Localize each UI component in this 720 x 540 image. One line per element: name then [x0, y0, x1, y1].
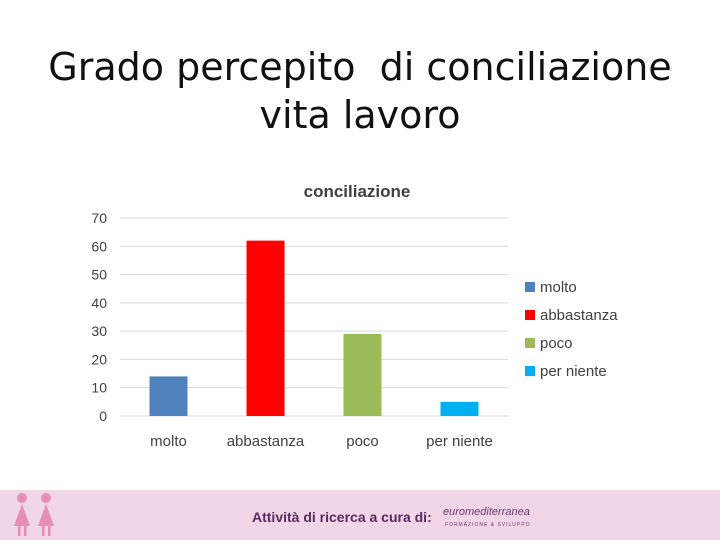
legend-swatch	[525, 282, 535, 292]
y-axis-ticks: 0 10 20 30 40 50 60 70	[91, 210, 107, 424]
slide-title-line-1: Grado percepito di conciliazione	[48, 45, 672, 90]
legend-swatch	[525, 366, 535, 376]
y-tick-label: 20	[91, 351, 107, 367]
y-tick-label: 30	[91, 323, 107, 339]
logo-subtitle: FORMAZIONE & SVILUPPO	[445, 522, 531, 528]
legend-swatch	[525, 338, 535, 348]
footer-banner	[0, 490, 720, 540]
chart-legend: molto abbastanza poco per niente	[525, 279, 618, 380]
slide-title-line-2: vita lavoro	[259, 93, 461, 138]
y-tick-label: 60	[91, 238, 107, 254]
y-tick-label: 40	[91, 295, 107, 311]
legend-swatch	[525, 310, 535, 320]
chart-title: conciliazione	[304, 182, 411, 201]
legend-label: molto	[540, 279, 577, 296]
legend-label: abbastanza	[540, 307, 618, 324]
bar-abbastanza	[246, 240, 285, 416]
chart-bars	[149, 240, 479, 416]
legend-label: poco	[540, 335, 573, 352]
x-axis-labels: molto abbastanza poco per niente	[150, 433, 493, 450]
footer-text: Attività di ricerca a cura di:	[252, 509, 432, 525]
y-tick-label: 50	[91, 267, 107, 283]
bar-per-niente	[440, 401, 479, 416]
bar-molto	[149, 376, 188, 416]
legend-label: per niente	[540, 363, 607, 380]
bar-chart: conciliazione 0 10 20 30 40 50 60 70 molto abbas…	[91, 182, 618, 450]
y-tick-label: 0	[99, 408, 107, 424]
slide-title: Grado percepito di conciliazione vita la…	[40, 43, 680, 139]
x-tick-label: poco	[346, 433, 379, 450]
x-tick-label: abbastanza	[227, 433, 305, 450]
bar-poco	[343, 333, 382, 416]
y-tick-label: 10	[91, 380, 107, 396]
x-tick-label: molto	[150, 433, 187, 450]
x-tick-label: per niente	[426, 433, 493, 450]
people-figures-icon	[14, 493, 54, 536]
logo-text: euromediterranea	[443, 506, 530, 518]
y-tick-label: 70	[91, 210, 107, 226]
